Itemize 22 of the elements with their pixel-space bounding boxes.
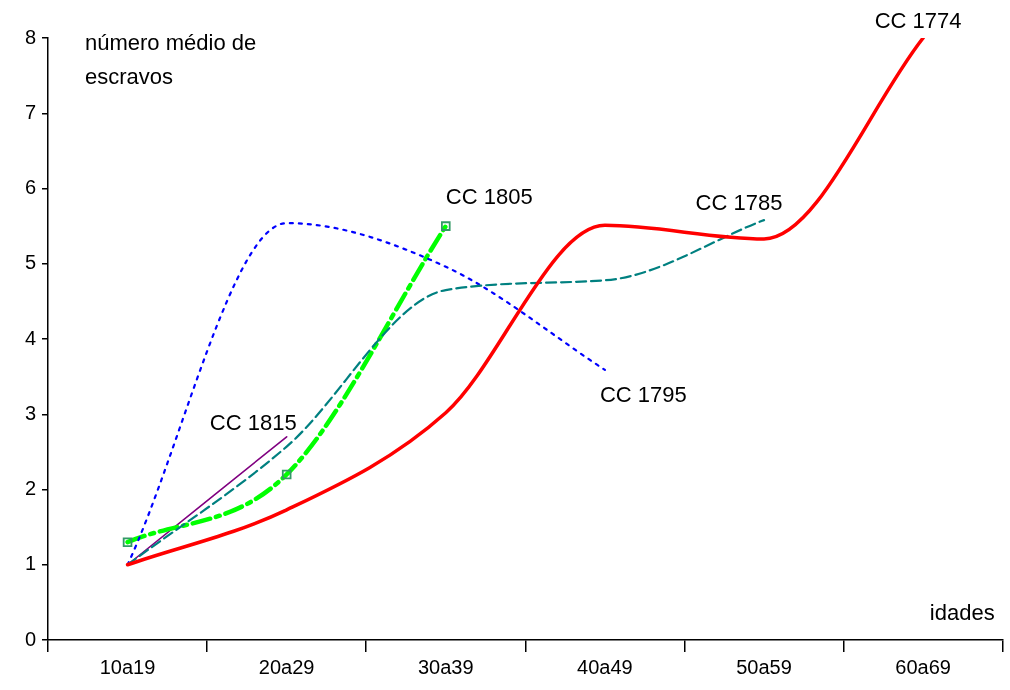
y-tick-label: 5 <box>24 251 36 274</box>
x-tick-label: 60a69 <box>895 655 951 678</box>
series-label: CC 1815 <box>209 409 297 435</box>
series-label: CC 1795 <box>599 381 687 407</box>
x-tick-label: 40a49 <box>577 655 633 678</box>
y-tick-label: 1 <box>24 552 36 575</box>
x-axis-title: idades <box>929 600 995 625</box>
x-tick-label: 50a59 <box>736 655 792 678</box>
y-tick-label: 2 <box>24 477 36 500</box>
x-tick-label: 30a39 <box>417 655 474 678</box>
y-tick-label: 8 <box>24 25 36 48</box>
x-tick-label: 20a29 <box>258 655 315 678</box>
series-label: CC 1774 <box>874 8 962 34</box>
series-label: CC 1805 <box>445 184 533 210</box>
y-tick-label: 6 <box>24 176 36 199</box>
x-tick-label: 10a19 <box>99 655 156 678</box>
y-tick-label: 3 <box>24 401 36 424</box>
y-tick-label: 7 <box>24 100 36 123</box>
y-axis-title: número médio de escravos <box>85 30 257 89</box>
y-tick-label: 0 <box>24 627 36 650</box>
y-tick-label: 4 <box>24 326 36 349</box>
series-label: CC 1785 <box>695 190 783 216</box>
